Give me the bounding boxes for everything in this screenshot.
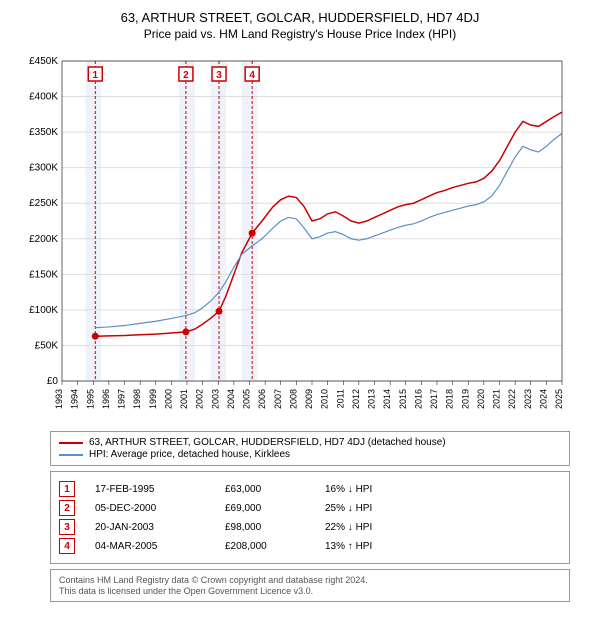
x-tick-label: 2006 [257, 389, 267, 409]
x-tick-label: 1993 [54, 389, 64, 409]
sales-price: £98,000 [225, 522, 325, 533]
y-tick-label: £450K [29, 56, 58, 67]
x-tick-label: 2024 [538, 389, 548, 409]
y-tick-label: £200K [29, 234, 58, 245]
sales-marker: 2 [59, 500, 75, 516]
x-tick-label: 1997 [117, 389, 127, 409]
x-tick-label: 2013 [367, 389, 377, 409]
x-tick-label: 1996 [101, 389, 111, 409]
sale-marker-num: 2 [183, 70, 189, 81]
x-tick-label: 2007 [273, 389, 283, 409]
x-tick-label: 2014 [382, 389, 392, 409]
x-tick-label: 2002 [195, 389, 205, 409]
sales-date: 17-FEB-1995 [95, 484, 225, 495]
chart-legend: 63, ARTHUR STREET, GOLCAR, HUDDERSFIELD,… [50, 431, 570, 466]
x-tick-label: 2025 [554, 389, 564, 409]
x-tick-label: 2011 [335, 389, 345, 408]
legend-label: HPI: Average price, detached house, Kirk… [89, 449, 290, 460]
x-tick-label: 2015 [398, 389, 408, 409]
series-hpi [95, 134, 562, 328]
x-tick-label: 2004 [226, 389, 236, 409]
sale-marker-num: 3 [216, 70, 222, 81]
x-tick-label: 2012 [351, 389, 361, 409]
sales-row: 2 05-DEC-2000£69,00025% ↓ HPI [59, 500, 561, 516]
y-tick-label: £250K [29, 198, 58, 209]
y-tick-label: £300K [29, 163, 58, 174]
sale-marker-num: 1 [93, 70, 99, 81]
x-tick-label: 1999 [148, 389, 158, 409]
x-tick-label: 2021 [492, 389, 502, 409]
x-tick-label: 2000 [163, 389, 173, 409]
page-title: 63, ARTHUR STREET, GOLCAR, HUDDERSFIELD,… [10, 10, 590, 25]
sales-table: 1 17-FEB-1995£63,00016% ↓ HPI 2 05-DEC-2000… [50, 471, 570, 564]
footnote: Contains HM Land Registry data © Crown c… [50, 569, 570, 602]
y-tick-label: £50K [35, 340, 59, 351]
footnote-line: Contains HM Land Registry data © Crown c… [59, 575, 561, 585]
sale-point [249, 230, 256, 237]
sales-date: 04-MAR-2005 [95, 541, 225, 552]
sale-point [182, 328, 189, 335]
x-tick-label: 2009 [304, 389, 314, 409]
legend-swatch [59, 454, 83, 456]
x-tick-label: 1998 [132, 389, 142, 409]
x-tick-label: 2003 [210, 389, 220, 409]
x-tick-label: 2008 [288, 389, 298, 409]
x-tick-label: 2019 [460, 389, 470, 409]
x-tick-label: 2010 [320, 389, 330, 409]
sales-marker: 1 [59, 481, 75, 497]
series-property [95, 112, 562, 336]
sales-diff: 16% ↓ HPI [325, 484, 425, 495]
page-subtitle: Price paid vs. HM Land Registry's House … [10, 27, 590, 41]
sales-marker: 3 [59, 519, 75, 535]
legend-row: HPI: Average price, detached house, Kirk… [59, 449, 561, 460]
sales-diff: 25% ↓ HPI [325, 503, 425, 514]
sales-diff: 13% ↑ HPI [325, 541, 425, 552]
y-tick-label: £0 [47, 376, 59, 387]
sales-marker: 4 [59, 538, 75, 554]
x-tick-label: 2016 [413, 389, 423, 409]
sales-row: 4 04-MAR-2005£208,00013% ↑ HPI [59, 538, 561, 554]
y-tick-label: £350K [29, 127, 58, 138]
x-tick-label: 2017 [429, 389, 439, 409]
sales-price: £69,000 [225, 503, 325, 514]
y-tick-label: £150K [29, 269, 58, 280]
x-tick-label: 2018 [445, 389, 455, 409]
x-tick-label: 2023 [523, 389, 533, 409]
x-tick-label: 2001 [179, 389, 189, 409]
legend-swatch [59, 442, 83, 444]
y-tick-label: £100K [29, 305, 58, 316]
sales-price: £208,000 [225, 541, 325, 552]
sales-price: £63,000 [225, 484, 325, 495]
sales-date: 05-DEC-2000 [95, 503, 225, 514]
price-chart: £0 £50K £100K £150K £200K £250K £300K £350K £400… [20, 51, 580, 421]
footnote-line: This data is licensed under the Open Gov… [59, 586, 561, 596]
x-tick-label: 2005 [242, 389, 252, 409]
sales-diff: 22% ↓ HPI [325, 522, 425, 533]
sale-point [216, 308, 223, 315]
x-tick-label: 1995 [85, 389, 95, 409]
sale-marker-num: 4 [249, 70, 255, 81]
x-tick-label: 2022 [507, 389, 517, 409]
x-tick-label: 2020 [476, 389, 486, 409]
y-tick-label: £400K [29, 92, 58, 103]
x-tick-label: 1994 [70, 389, 80, 409]
sale-point [92, 333, 99, 340]
sales-row: 3 20-JAN-2003£98,00022% ↓ HPI [59, 519, 561, 535]
sales-date: 20-JAN-2003 [95, 522, 225, 533]
legend-row: 63, ARTHUR STREET, GOLCAR, HUDDERSFIELD,… [59, 437, 561, 448]
legend-label: 63, ARTHUR STREET, GOLCAR, HUDDERSFIELD,… [89, 437, 446, 448]
sales-row: 1 17-FEB-1995£63,00016% ↓ HPI [59, 481, 561, 497]
